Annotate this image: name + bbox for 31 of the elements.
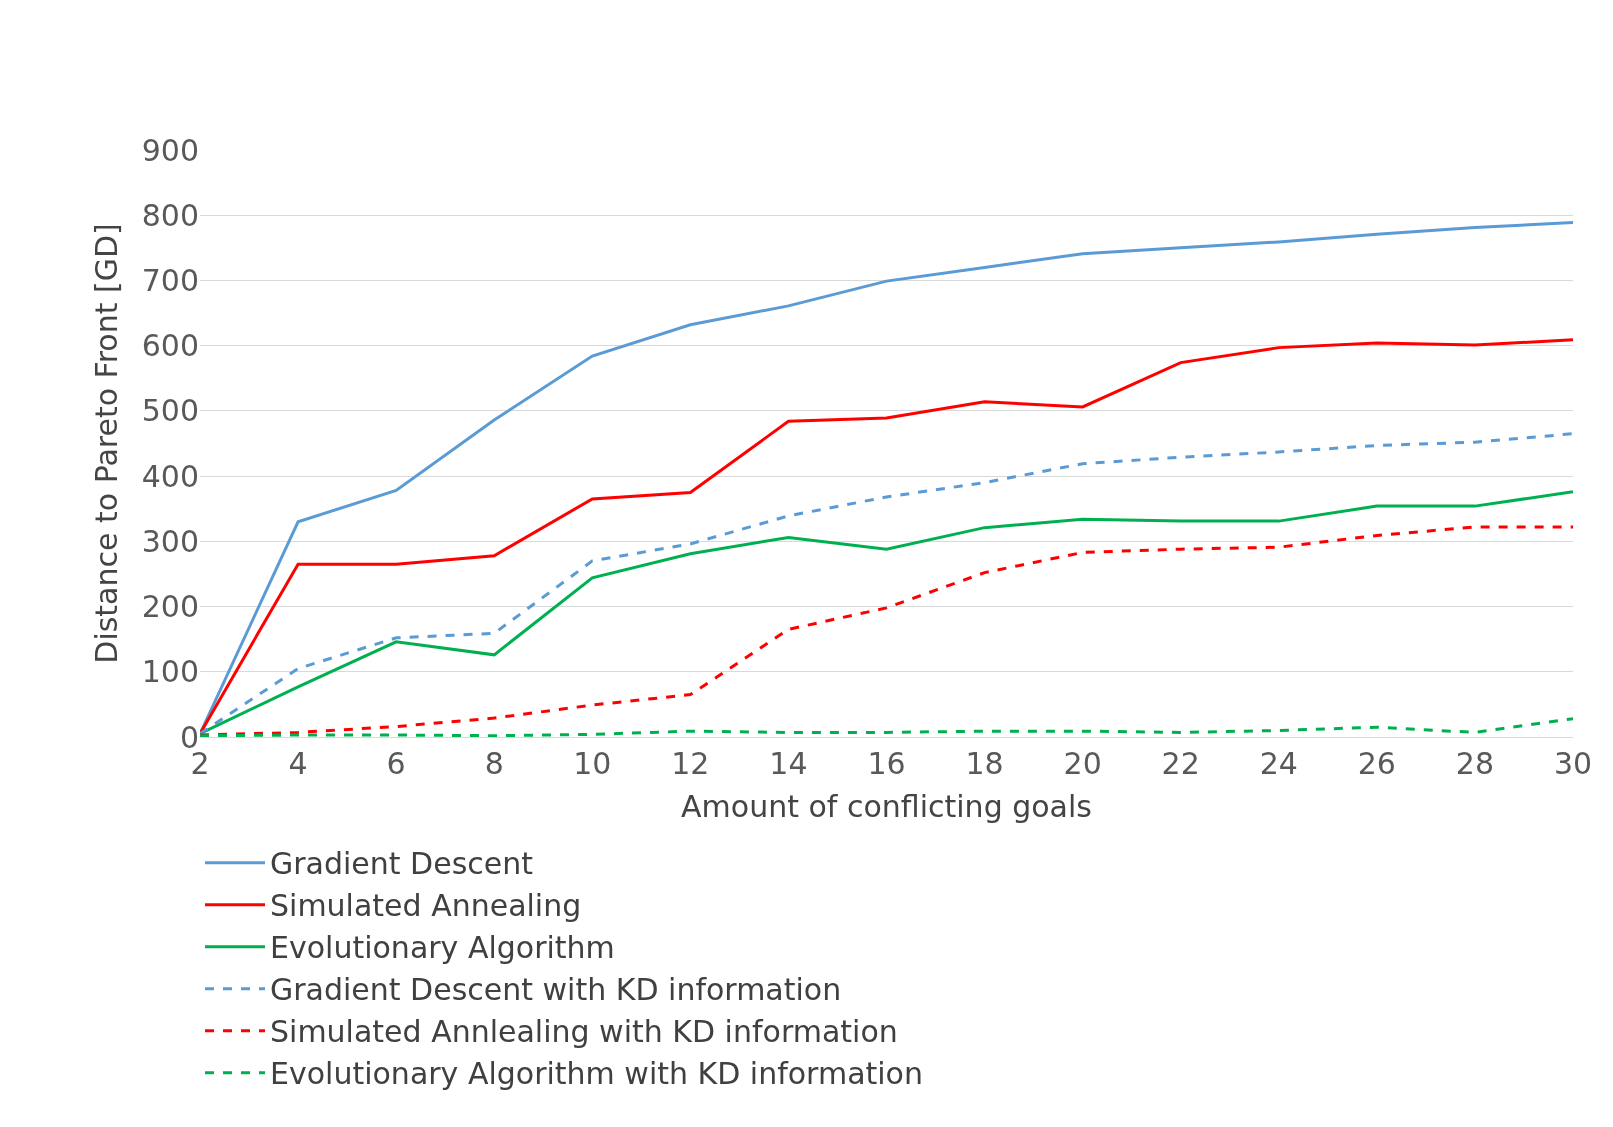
x-tick-label: 26 (1357, 746, 1396, 781)
y-tick-label: 100 (141, 654, 199, 690)
legend-label: Simulated Annlealing with KD information (270, 1014, 898, 1050)
x-tick-label: 22 (1161, 746, 1200, 781)
x-tick-label: 30 (1553, 746, 1593, 781)
legend-label: Gradient Descent (270, 846, 534, 882)
x-tick-label: 28 (1455, 746, 1495, 781)
y-tick-label: 700 (141, 262, 199, 298)
x-tick-label: 20 (1063, 746, 1102, 781)
x-tick-label: 6 (386, 746, 406, 781)
y-tick-label: 600 (141, 328, 199, 364)
x-tick-label: 16 (867, 746, 906, 781)
y-tick-label: 800 (141, 197, 199, 233)
legend-label: Evolutionary Algorithm (270, 930, 615, 966)
y-tick-label: 400 (141, 458, 199, 494)
x-tick-label: 8 (484, 746, 504, 781)
x-tick-label: 24 (1259, 746, 1298, 781)
y-axis-title: Distance to Pareto Front [GD] (88, 223, 124, 664)
x-tick-label: 18 (965, 746, 1004, 781)
x-tick-label: 12 (671, 746, 710, 781)
x-tick-label: 14 (769, 746, 808, 781)
y-tick-label: 200 (141, 589, 199, 625)
legend-label: Gradient Descent with KD information (270, 972, 842, 1008)
y-tick-label: 300 (141, 523, 199, 559)
legend-label: Simulated Annealing (270, 888, 582, 924)
y-tick-label: 900 (141, 132, 199, 168)
x-tick-label: 10 (573, 746, 612, 781)
x-tick-label: 4 (288, 746, 308, 781)
x-axis-title: Amount of conflicting goals (681, 788, 1092, 824)
y-tick-label: 500 (141, 393, 199, 429)
legend-label: Evolutionary Algorithm with KD information (270, 1056, 923, 1092)
